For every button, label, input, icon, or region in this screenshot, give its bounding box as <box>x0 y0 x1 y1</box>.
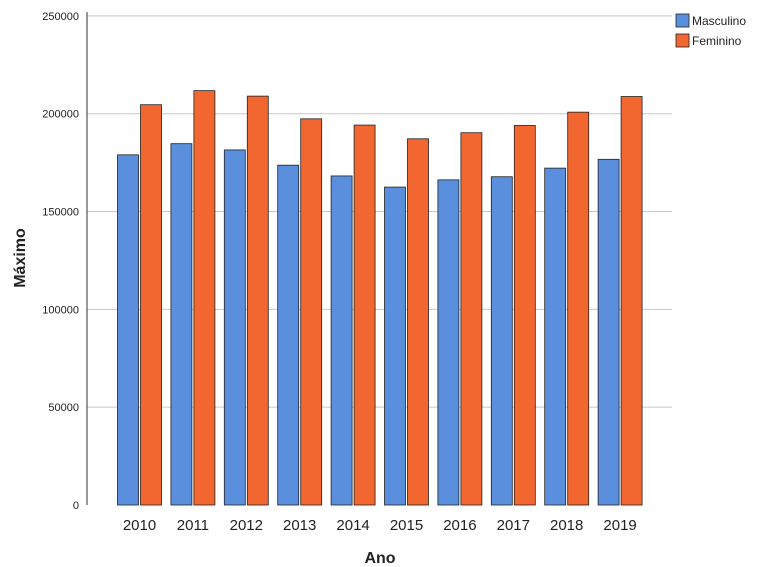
bar-feminino-2015 <box>407 138 429 506</box>
bar-feminino-2011 <box>193 90 216 506</box>
legend-label: Masculino <box>692 14 746 28</box>
y-tick-label: 0 <box>73 500 79 512</box>
bar-masculino-2017 <box>490 176 513 506</box>
x-tick-label: 2014 <box>336 517 369 534</box>
bars <box>117 90 643 506</box>
x-tick-label: 2012 <box>230 517 263 534</box>
bar-masculino-2014 <box>330 175 353 506</box>
bar-feminino-2018 <box>567 111 590 506</box>
bar-masculino-2013 <box>277 164 300 506</box>
bar-masculino-2011 <box>170 143 193 506</box>
x-axis-title: Ano <box>364 550 395 567</box>
x-tick-label: 2013 <box>283 517 316 534</box>
x-tick-label: 2018 <box>550 517 583 534</box>
bar-feminino-2017 <box>513 125 536 506</box>
bar-masculino-2019 <box>597 158 620 506</box>
x-tick-label: 2019 <box>603 517 636 534</box>
legend-label: Feminino <box>692 34 742 48</box>
x-tick-label: 2011 <box>177 517 209 534</box>
bar-masculino-2016 <box>437 179 460 506</box>
bar-feminino-2010 <box>140 104 162 506</box>
bar-masculino-2012 <box>223 149 246 506</box>
y-tick-label: 200000 <box>42 109 79 121</box>
legend: Masculino Feminino <box>675 13 746 48</box>
y-axis-title: Máximo <box>12 228 29 288</box>
bar-feminino-2019 <box>620 96 643 506</box>
y-tick-label: 100000 <box>42 304 79 316</box>
bar-masculino-2018 <box>544 167 567 506</box>
y-tick-labels: 0 50000 100000 150000 200000 250000 <box>42 11 79 512</box>
x-tick-label: 2016 <box>443 517 476 534</box>
bar-feminino-2016 <box>460 132 483 506</box>
x-tick-label: 2017 <box>497 517 530 534</box>
bar-masculino-2010 <box>117 154 139 506</box>
bar-feminino-2012 <box>246 95 269 506</box>
y-tick-label: 50000 <box>48 402 79 414</box>
x-tick-labels: 2010 2011 2012 2013 2014 2015 2016 2017 2018 2019 <box>123 517 637 534</box>
legend-swatch-feminino <box>675 33 690 48</box>
x-tick-label: 2015 <box>390 517 423 534</box>
bar-masculino-2015 <box>384 186 406 506</box>
legend-swatch-masculino <box>675 13 690 28</box>
bar-feminino-2014 <box>353 124 376 506</box>
y-tick-label: 150000 <box>42 207 79 219</box>
y-tick-label: 250000 <box>42 11 79 23</box>
x-tick-label: 2010 <box>123 517 156 534</box>
bar-feminino-2013 <box>300 118 323 506</box>
